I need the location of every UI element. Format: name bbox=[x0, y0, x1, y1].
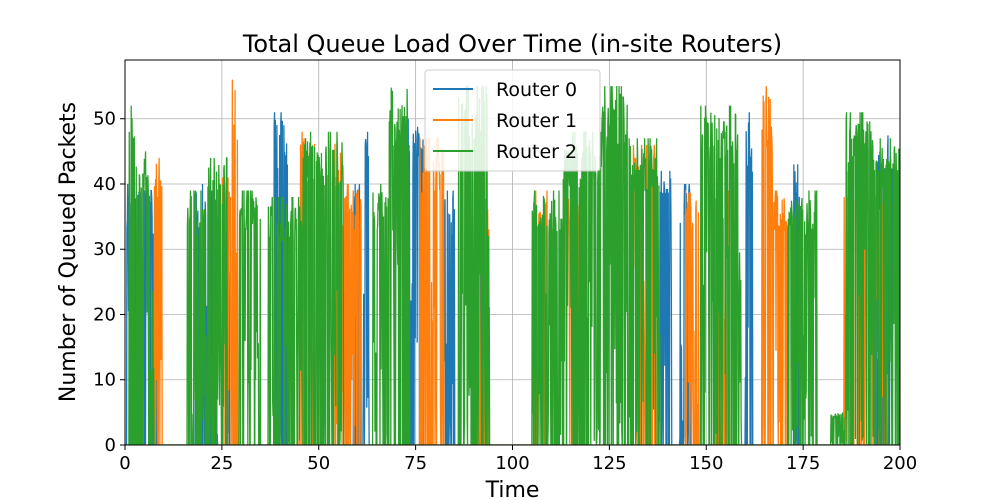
legend-label: Router 1 bbox=[496, 110, 577, 132]
x-tick-label: 150 bbox=[689, 453, 723, 474]
series-layer bbox=[125, 79, 900, 445]
x-tick-label: 100 bbox=[495, 453, 529, 474]
x-tick-label: 175 bbox=[786, 453, 820, 474]
x-tick-label: 200 bbox=[883, 453, 917, 474]
y-tick-label: 40 bbox=[93, 174, 116, 195]
chart-title: Total Queue Load Over Time (in-site Rout… bbox=[242, 30, 782, 58]
legend-box bbox=[424, 69, 601, 172]
y-axis-label: Number of Queued Packets bbox=[56, 102, 81, 402]
series-line-router-2 bbox=[125, 85, 900, 445]
x-tick-label: 75 bbox=[404, 453, 427, 474]
legend: Router 0 Router 1 Router 2 bbox=[424, 69, 601, 172]
x-tick-label: 25 bbox=[210, 453, 233, 474]
x-axis-label: Time bbox=[485, 478, 540, 500]
x-tick-label: 125 bbox=[592, 453, 626, 474]
y-tick-label: 50 bbox=[93, 109, 116, 130]
y-tick-label: 10 bbox=[93, 370, 116, 391]
x-tick-label: 50 bbox=[307, 453, 330, 474]
y-tick-label: 20 bbox=[93, 304, 116, 325]
y-tick-label: 0 bbox=[105, 435, 116, 456]
ticks: 0 25 50 75 100 125 150 175 200 0 10 20 30 40 50 bbox=[93, 109, 917, 474]
x-tick-label: 0 bbox=[119, 453, 130, 474]
legend-label: Router 0 bbox=[496, 79, 577, 101]
legend-label: Router 2 bbox=[496, 141, 577, 163]
y-tick-label: 30 bbox=[93, 239, 116, 260]
